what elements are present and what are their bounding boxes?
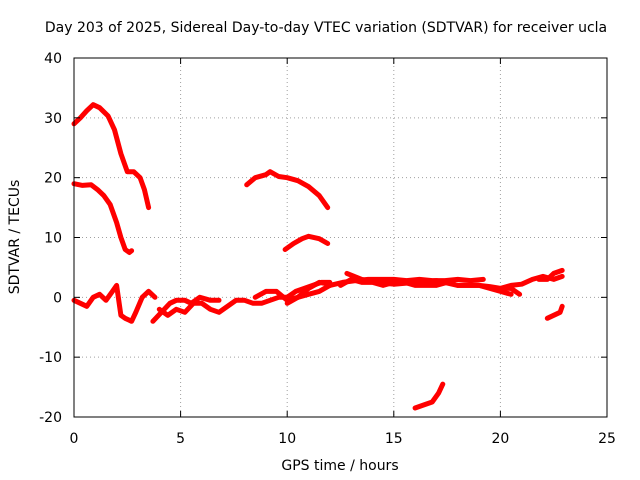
y-tick-label: 0 bbox=[53, 290, 62, 306]
y-tick-label: 20 bbox=[44, 171, 62, 187]
series-track-12 bbox=[344, 270, 514, 297]
y-axis-label: SDTVAR / TECUs bbox=[7, 180, 23, 295]
series-track-4 bbox=[156, 279, 333, 318]
y-axis-ticks: -20 -10 0 10 20 30 40 bbox=[39, 51, 607, 426]
y-tick-label: 40 bbox=[44, 51, 62, 67]
x-tick-label: 5 bbox=[176, 431, 185, 447]
x-tick-label: 0 bbox=[70, 431, 79, 447]
y-tick-label: 30 bbox=[44, 111, 62, 127]
series-track-13 bbox=[497, 273, 565, 291]
series-track-9 bbox=[282, 233, 331, 252]
series-track-7 bbox=[284, 279, 333, 306]
series-layer bbox=[71, 102, 565, 411]
series-track-5 bbox=[150, 294, 222, 324]
series-track-14 bbox=[536, 267, 565, 282]
x-axis-ticks: 0 5 10 15 20 25 bbox=[70, 58, 616, 447]
x-tick-label: 15 bbox=[385, 431, 403, 447]
grid bbox=[74, 58, 607, 417]
y-tick-label: 10 bbox=[44, 231, 62, 247]
x-tick-label: 10 bbox=[278, 431, 296, 447]
x-tick-label: 25 bbox=[598, 431, 616, 447]
series-track-1 bbox=[71, 102, 152, 211]
x-axis-label: GPS time / hours bbox=[281, 458, 398, 474]
series-track-16 bbox=[412, 381, 446, 411]
x-tick-label: 20 bbox=[491, 431, 509, 447]
chart-title: Day 203 of 2025, Sidereal Day-to-day VTE… bbox=[45, 20, 607, 36]
y-tick-label: -10 bbox=[39, 350, 62, 366]
series-track-15 bbox=[544, 303, 565, 321]
series-track-3 bbox=[71, 282, 158, 324]
series-track-2 bbox=[71, 181, 135, 255]
y-tick-label: -20 bbox=[39, 410, 62, 426]
series-track-8 bbox=[244, 169, 331, 211]
plot-frame bbox=[73, 57, 608, 418]
